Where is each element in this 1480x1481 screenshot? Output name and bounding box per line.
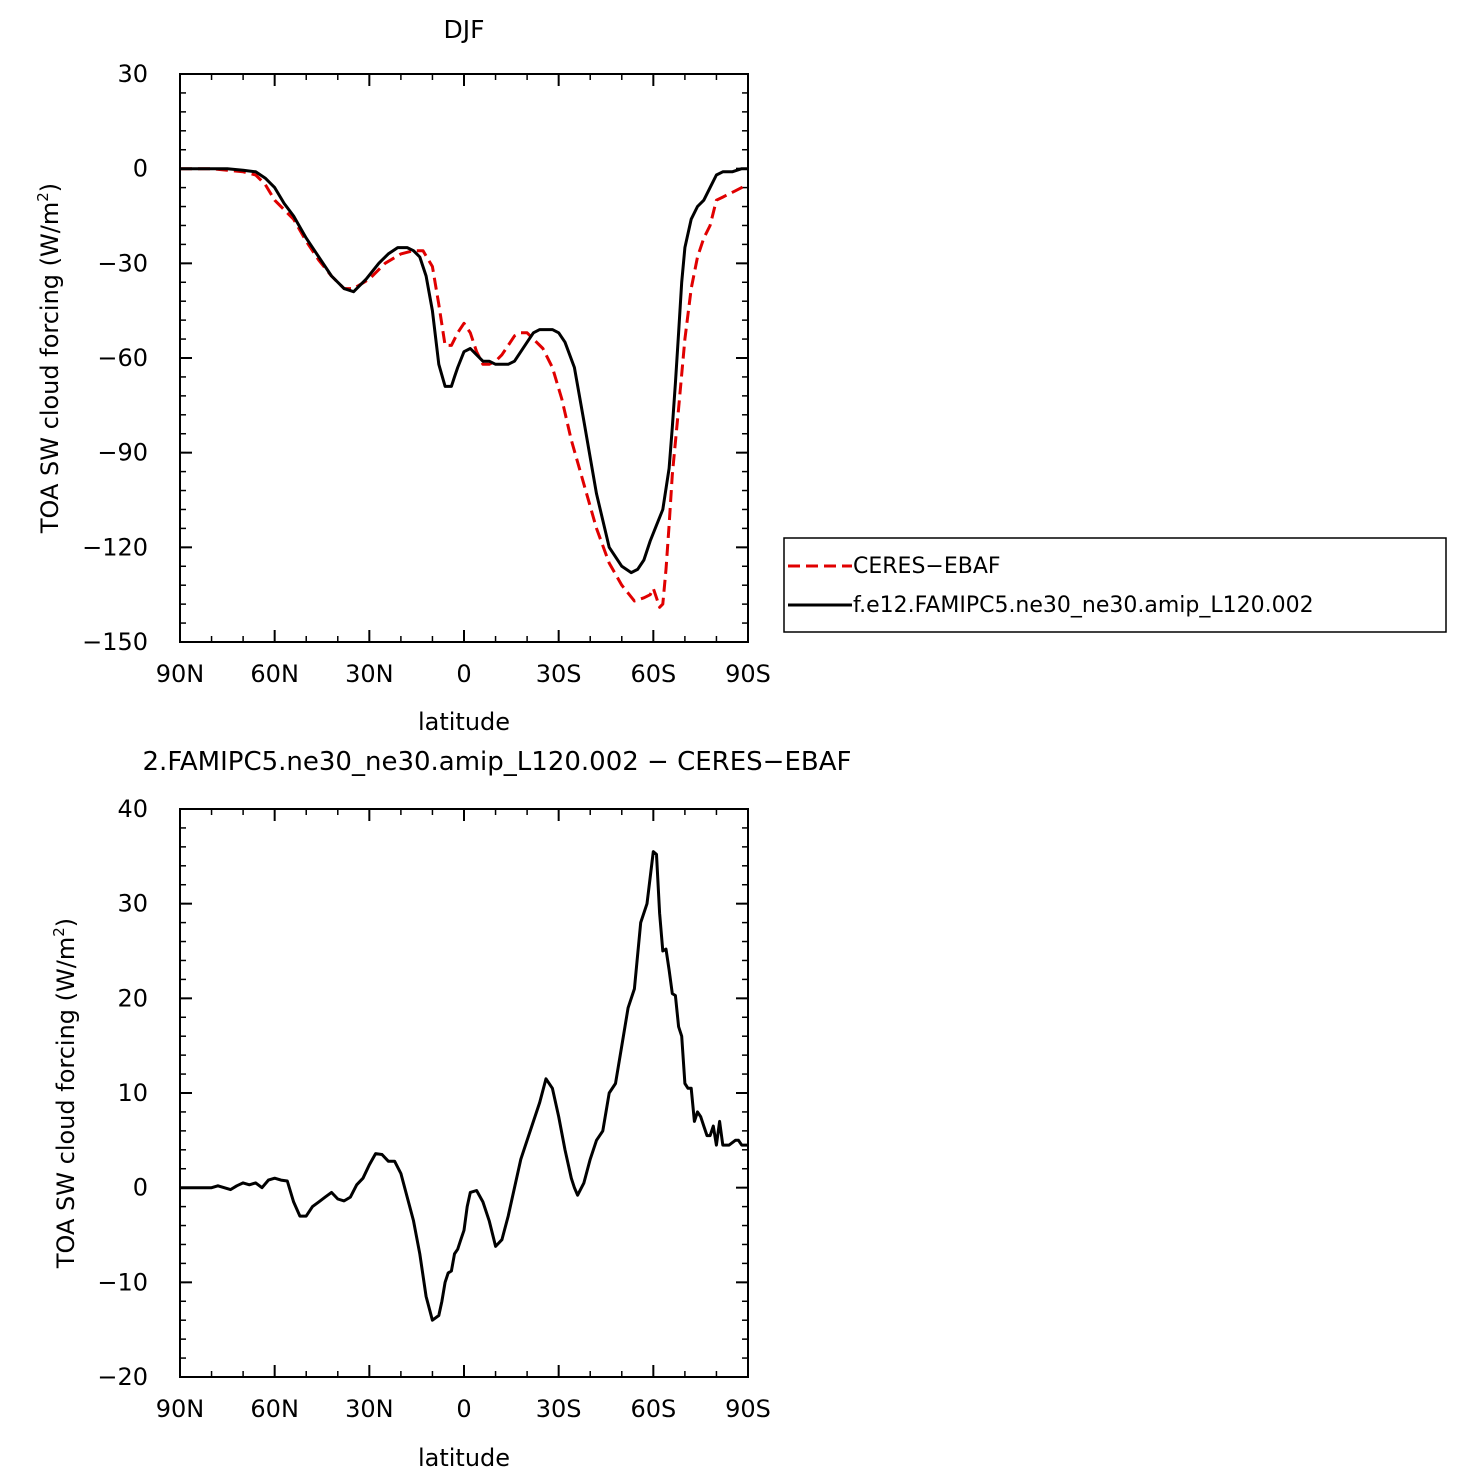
djf-panel-y-tick-label: −150	[82, 628, 148, 656]
difference-panel-x-tick-label: 30N	[345, 1395, 394, 1423]
difference-panel-y-axis-label-main: TOA SW cloud forcing (W/m	[52, 937, 80, 1269]
difference-panel-ticks	[179, 808, 749, 1378]
djf-panel-y-tick-label: 0	[133, 155, 148, 183]
djf-panel-series-line-1	[180, 167, 748, 575]
difference-panel-y-tick-label: 30	[117, 890, 148, 918]
djf-panel: DJF 90N 60N 30N 0 30S 60S 90S 30 0 −30 −60 −90 −120…	[34, 15, 1447, 736]
djf-panel-ticks	[179, 73, 749, 643]
difference-panel-x-tick-label: 0	[456, 1395, 471, 1423]
difference-panel-series-line-0	[180, 850, 748, 1322]
difference-panel-x-tick-label: 90N	[156, 1395, 205, 1423]
legend: CERES−EBAF f.e12.FAMIPC5.ne30_ne30.amip_…	[783, 537, 1447, 633]
difference-panel-y-tick-label: 0	[133, 1174, 148, 1202]
legend-label-model: f.e12.FAMIPC5.ne30_ne30.amip_L120.002	[853, 593, 1314, 618]
djf-panel-frame	[179, 73, 749, 643]
djf-panel-x-tick-labels: 90N 60N 30N 0 30S 60S 90S	[156, 660, 771, 688]
difference-panel-series	[180, 850, 748, 1322]
difference-panel-frame	[179, 808, 749, 1378]
difference-panel: 2.FAMIPC5.ne30_ne30.amip_L120.002 − CERE…	[50, 747, 851, 1472]
djf-panel-y-axis-label-sup: 2	[34, 192, 52, 202]
difference-panel-x-tick-label: 60N	[250, 1395, 299, 1423]
djf-panel-series-line-0	[180, 167, 749, 609]
djf-panel-x-tick-label: 60S	[630, 660, 676, 688]
difference-panel-y-axis-label-close: )	[52, 918, 80, 927]
difference-panel-y-tick-labels: 40 30 20 10 0 −10 −20	[97, 795, 148, 1391]
difference-panel-y-tick-label: −10	[97, 1268, 148, 1296]
djf-panel-y-tick-label: −30	[97, 249, 148, 277]
djf-panel-y-axis-label-close: )	[36, 183, 64, 192]
difference-panel-y-tick-label: 10	[117, 1079, 148, 1107]
difference-panel-y-tick-label: 40	[117, 795, 148, 823]
djf-panel-x-axis-label: latitude	[418, 708, 510, 736]
djf-panel-x-tick-label: 30S	[536, 660, 582, 688]
difference-panel-y-axis-label-sup: 2	[50, 927, 68, 937]
difference-panel-y-tick-label: −20	[97, 1363, 148, 1391]
difference-panel-x-tick-label: 90S	[725, 1395, 771, 1423]
djf-panel-y-axis-label-main: TOA SW cloud forcing (W/m	[36, 202, 64, 534]
djf-panel-y-axis-label: TOA SW cloud forcing (W/m2)	[34, 183, 64, 534]
djf-panel-y-tick-labels: 30 0 −30 −60 −90 −120 −150	[82, 60, 148, 656]
djf-panel-y-tick-label: −120	[82, 533, 148, 561]
djf-panel-y-tick-label: −60	[97, 344, 148, 372]
legend-label-ceres: CERES−EBAF	[853, 554, 1001, 579]
difference-panel-x-tick-label: 60S	[630, 1395, 676, 1423]
legend-box	[783, 537, 1447, 633]
difference-panel-x-axis-label: latitude	[418, 1444, 510, 1472]
difference-panel-y-tick-label: 20	[117, 984, 148, 1012]
djf-panel-title: DJF	[443, 15, 484, 44]
djf-panel-y-tick-label: 30	[117, 60, 148, 88]
difference-panel-title: 2.FAMIPC5.ne30_ne30.amip_L120.002 − CERE…	[143, 747, 852, 777]
difference-panel-y-axis-label: TOA SW cloud forcing (W/m2)	[50, 918, 80, 1269]
difference-panel-x-tick-label: 30S	[536, 1395, 582, 1423]
djf-panel-series	[180, 167, 749, 609]
djf-panel-x-tick-label: 90N	[156, 660, 205, 688]
djf-panel-x-tick-label: 90S	[725, 660, 771, 688]
djf-panel-x-tick-label: 30N	[345, 660, 394, 688]
difference-panel-x-tick-labels: 90N 60N 30N 0 30S 60S 90S	[156, 1395, 771, 1423]
djf-panel-x-tick-label: 0	[456, 660, 471, 688]
djf-panel-x-tick-label: 60N	[250, 660, 299, 688]
djf-panel-y-tick-label: −90	[97, 439, 148, 467]
